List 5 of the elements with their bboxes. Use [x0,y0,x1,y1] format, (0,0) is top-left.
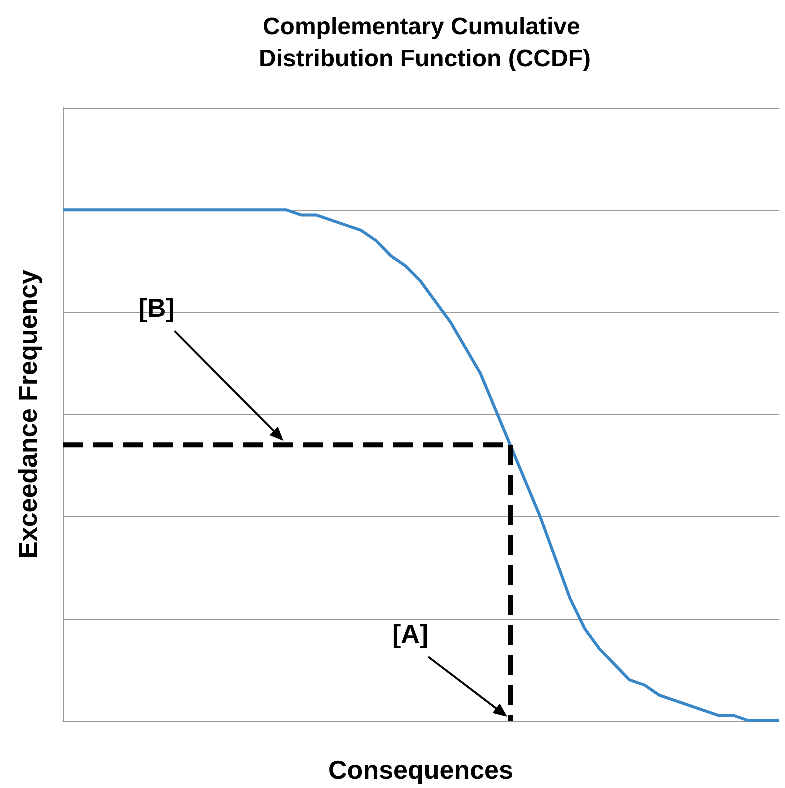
annotation: [B] [138,293,175,324]
chart-title: Complementary Cumulative Distribution Function (CCDF) [259,14,591,72]
annotation: [A] [392,619,429,650]
y-axis-title: Exceedance Frequency [13,269,43,560]
x-axis-title: Consequences [328,755,514,785]
